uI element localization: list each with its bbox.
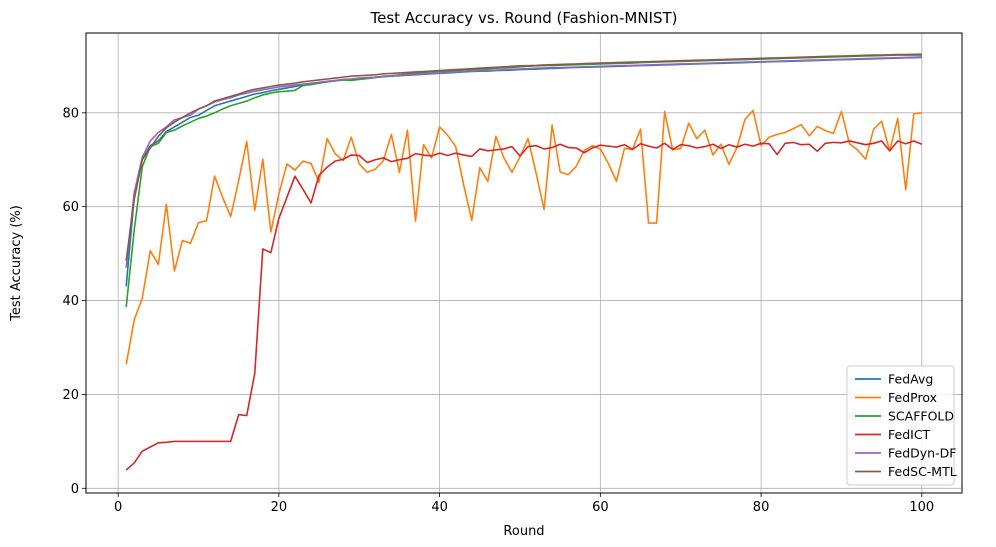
legend-label-fedprox: FedProx xyxy=(888,390,937,405)
legend-label-fedsc-mtl: FedSC-MTL xyxy=(888,464,957,479)
legend-label-fedict: FedICT xyxy=(888,427,931,442)
x-axis-label: Round xyxy=(503,524,544,539)
plot-frame xyxy=(85,32,963,494)
y-tick-label: 40 xyxy=(62,294,79,309)
legend: FedAvg FedProx SCAFFOLD FedICT FedDyn-DF FedS… xyxy=(846,365,957,486)
series-line-fedsc-mtl xyxy=(125,53,922,261)
x-tick-label: 0 xyxy=(114,500,122,515)
y-tick-label: 60 xyxy=(62,200,79,215)
x-tick-label: 100 xyxy=(909,500,934,515)
legend-label-scaffold: SCAFFOLD xyxy=(888,409,954,424)
legend-label-feddyn-df: FedDyn-DF xyxy=(888,446,956,461)
grid xyxy=(86,33,962,493)
y-axis-label: Test Accuracy (%) xyxy=(9,205,24,322)
y-tick-label: 80 xyxy=(62,106,79,121)
chart-title: Test Accuracy vs. Round (Fashion-MNIST) xyxy=(369,9,677,27)
series-line-feddyn-df xyxy=(125,56,922,268)
legend-box xyxy=(846,365,955,486)
y-tick-label: 20 xyxy=(62,388,79,403)
series-line-fedict xyxy=(125,140,923,471)
x-tick-label: 20 xyxy=(271,500,288,515)
x-tick-label: 80 xyxy=(753,500,770,515)
y-tick-label: 0 xyxy=(71,482,79,497)
legend-label-fedavg: FedAvg xyxy=(888,372,933,387)
series-lines xyxy=(125,53,923,471)
series-line-fedprox xyxy=(125,109,922,365)
x-tick-label: 40 xyxy=(431,500,448,515)
x-tick-label: 60 xyxy=(592,500,609,515)
axis-ticks: 0 20 40 60 80 100 0 20 40 60 80 xyxy=(62,106,934,515)
